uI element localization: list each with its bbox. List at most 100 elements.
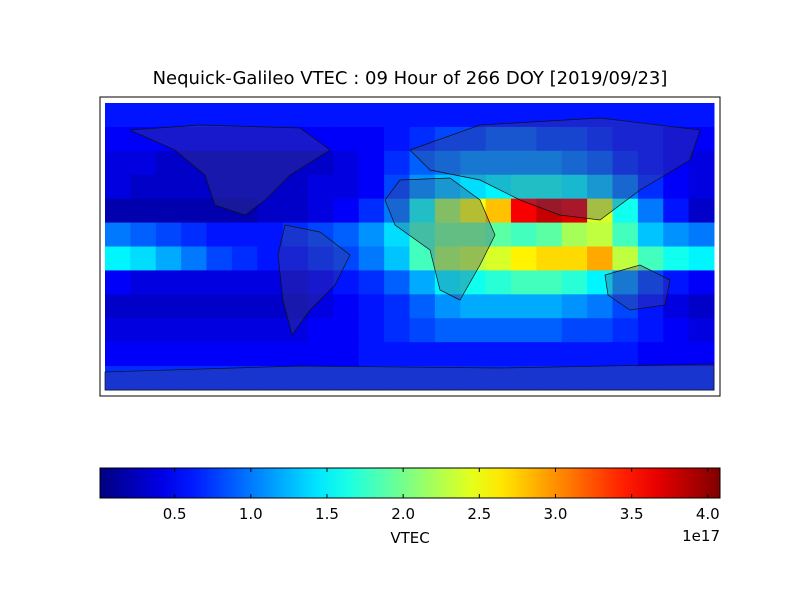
heatmap-cell bbox=[231, 126, 258, 152]
heatmap-cell bbox=[231, 366, 258, 391]
heatmap-cell bbox=[612, 366, 639, 391]
heatmap-cell bbox=[511, 342, 537, 367]
heatmap-cell bbox=[308, 103, 334, 128]
heatmap-cell bbox=[282, 198, 309, 224]
heatmap-cell bbox=[282, 366, 309, 391]
heatmap-cell bbox=[282, 174, 309, 200]
heatmap-cell bbox=[181, 150, 207, 176]
heatmap-cell bbox=[155, 270, 182, 295]
heatmap-cell bbox=[688, 294, 715, 319]
heatmap-cell bbox=[130, 294, 157, 319]
heatmap-cell bbox=[130, 103, 157, 128]
heatmap-cell bbox=[587, 103, 613, 128]
heatmap-cell bbox=[688, 270, 715, 295]
heatmap-cell bbox=[181, 174, 207, 200]
colorbar-tick-label: 3.0 bbox=[544, 505, 568, 523]
heatmap-cell bbox=[181, 103, 207, 128]
heatmap-cell bbox=[561, 126, 588, 152]
heatmap-cell bbox=[612, 126, 639, 152]
heatmap-cell bbox=[308, 294, 334, 319]
colorbar-label: VTEC bbox=[390, 529, 429, 547]
heatmap-cell bbox=[130, 246, 157, 271]
heatmap-cell bbox=[130, 198, 157, 224]
heatmap-cell bbox=[206, 222, 233, 247]
heatmap-cell bbox=[688, 222, 715, 247]
heatmap-cell bbox=[333, 222, 360, 247]
heatmap-cell bbox=[130, 318, 157, 343]
heatmap-cell bbox=[434, 246, 461, 271]
heatmap-cell bbox=[257, 270, 284, 295]
heatmap-cell bbox=[409, 246, 436, 271]
heatmap-cell bbox=[485, 174, 512, 200]
heatmap-cell bbox=[688, 246, 715, 271]
heatmap-cell bbox=[231, 270, 258, 295]
heatmap-cell bbox=[206, 318, 233, 343]
heatmap-cell bbox=[460, 246, 487, 271]
heatmap-cell bbox=[257, 103, 284, 128]
heatmap-cell bbox=[612, 342, 639, 367]
colorbar-tick-label: 3.5 bbox=[620, 505, 644, 523]
heatmap-cell bbox=[257, 318, 284, 343]
heatmap-cell bbox=[384, 342, 410, 367]
heatmap-cell bbox=[409, 198, 436, 224]
heatmap-cell bbox=[130, 150, 157, 176]
heatmap-cell bbox=[358, 318, 385, 343]
heatmap-cell bbox=[409, 342, 436, 367]
heatmap-cell bbox=[257, 126, 284, 152]
heatmap-cell bbox=[206, 246, 233, 271]
heatmap-cell bbox=[485, 150, 512, 176]
heatmap-cell bbox=[155, 342, 182, 367]
heatmap-cell bbox=[663, 366, 690, 391]
heatmap-cell bbox=[130, 342, 157, 367]
colorbar-fill bbox=[99, 467, 721, 499]
heatmap-cell bbox=[358, 174, 385, 200]
heatmap-cell bbox=[663, 103, 690, 128]
heatmap-cell bbox=[637, 318, 664, 343]
heatmap-cell bbox=[308, 342, 334, 367]
heatmap-cell bbox=[130, 126, 157, 152]
heatmap-cell bbox=[231, 318, 258, 343]
heatmap-cell bbox=[206, 294, 233, 319]
heatmap-cell bbox=[587, 222, 613, 247]
heatmap-cell bbox=[688, 103, 715, 128]
heatmap-cell bbox=[637, 342, 664, 367]
heatmap-cell bbox=[511, 318, 537, 343]
heatmap-cell bbox=[561, 174, 588, 200]
heatmap-cell bbox=[460, 198, 487, 224]
heatmap-cell bbox=[384, 366, 410, 391]
heatmap-cell bbox=[511, 366, 537, 391]
heatmap-cell bbox=[155, 222, 182, 247]
heatmap-cell bbox=[333, 342, 360, 367]
heatmap-cell bbox=[536, 222, 563, 247]
heatmap-cell bbox=[637, 150, 664, 176]
heatmap-cell bbox=[130, 366, 157, 391]
heatmap-cell bbox=[536, 246, 563, 271]
heatmap-cell bbox=[663, 342, 690, 367]
heatmap-cell bbox=[612, 174, 639, 200]
heatmap-cell bbox=[308, 126, 334, 152]
heatmap-cell bbox=[206, 174, 233, 200]
heatmap-cell bbox=[231, 198, 258, 224]
heatmap-cell bbox=[358, 222, 385, 247]
heatmap-cell bbox=[434, 198, 461, 224]
heatmap-cell bbox=[434, 222, 461, 247]
heatmap-cell bbox=[536, 103, 563, 128]
heatmap-cell bbox=[333, 270, 360, 295]
heatmap-cell bbox=[358, 198, 385, 224]
heatmap-cell bbox=[612, 103, 639, 128]
heatmap-cell bbox=[561, 103, 588, 128]
heatmap-cell bbox=[460, 342, 487, 367]
heatmap-cell bbox=[688, 342, 715, 367]
heatmap-cell bbox=[409, 270, 436, 295]
heatmap-cell bbox=[485, 222, 512, 247]
heatmap-cell bbox=[434, 103, 461, 128]
heatmap-cell bbox=[181, 222, 207, 247]
colorbar: 0.5 1.0 1.5 2.0 2.5 3.0 3.5 4.0 bbox=[99, 467, 721, 523]
heatmap-cell bbox=[282, 246, 309, 271]
heatmap-cell bbox=[333, 318, 360, 343]
heatmap-cell bbox=[485, 246, 512, 271]
heatmap-cell bbox=[536, 366, 563, 391]
heatmap-cell bbox=[561, 294, 588, 319]
heatmap-cell bbox=[688, 198, 715, 224]
